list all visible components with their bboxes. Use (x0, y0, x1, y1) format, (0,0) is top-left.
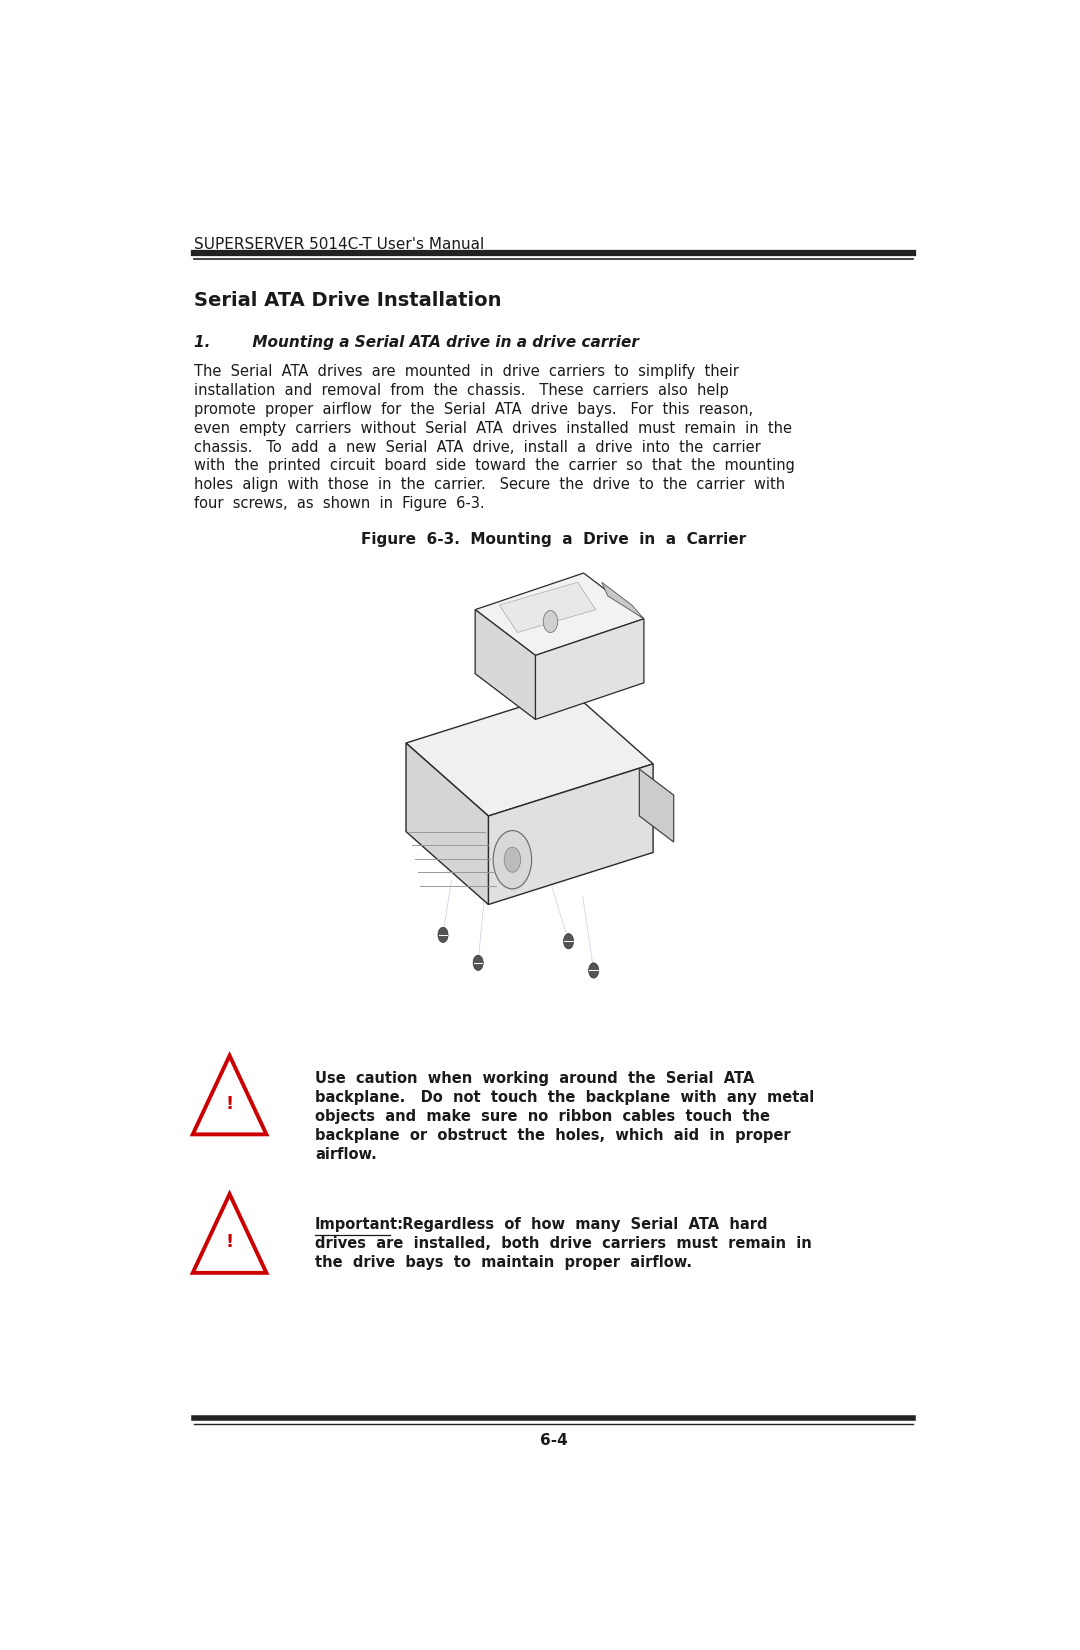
Text: installation  and  removal  from  the  chassis.   These  carriers  also  help: installation and removal from the chassi… (193, 383, 728, 398)
Text: backplane  or  obstruct  the  holes,  which  aid  in  proper: backplane or obstruct the holes, which a… (315, 1129, 791, 1143)
Circle shape (564, 934, 573, 949)
Text: chassis.   To  add  a  new  Serial  ATA  drive,  install  a  drive  into  the  c: chassis. To add a new Serial ATA drive, … (193, 439, 760, 455)
Circle shape (438, 927, 448, 942)
Polygon shape (536, 619, 644, 719)
Circle shape (473, 955, 483, 970)
Text: four  screws,  as  shown  in  Figure  6-3.: four screws, as shown in Figure 6-3. (193, 497, 484, 512)
Text: Regardless  of  how  many  Serial  ATA  hard: Regardless of how many Serial ATA hard (392, 1218, 768, 1233)
Polygon shape (406, 691, 653, 817)
Text: with  the  printed  circuit  board  side  toward  the  carrier  so  that  the  m: with the printed circuit board side towa… (193, 459, 795, 474)
Polygon shape (475, 609, 536, 719)
Circle shape (494, 830, 531, 889)
Text: objects  and  make  sure  no  ribbon  cables  touch  the: objects and make sure no ribbon cables t… (315, 1109, 770, 1124)
Polygon shape (488, 764, 653, 904)
Text: backplane.   Do  not  touch  the  backplane  with  any  metal: backplane. Do not touch the backplane wi… (315, 1091, 814, 1106)
Text: Use  caution  when  working  around  the  Serial  ATA: Use caution when working around the Seri… (315, 1071, 754, 1086)
Text: the  drive  bays  to  maintain  proper  airflow.: the drive bays to maintain proper airflo… (315, 1256, 692, 1270)
Text: Figure  6-3.  Mounting  a  Drive  in  a  Carrier: Figure 6-3. Mounting a Drive in a Carrie… (361, 533, 746, 548)
Polygon shape (602, 582, 644, 619)
Text: !: ! (226, 1096, 233, 1112)
Circle shape (504, 846, 521, 873)
Polygon shape (499, 582, 596, 632)
Text: even  empty  carriers  without  Serial  ATA  drives  installed  must  remain  in: even empty carriers without Serial ATA d… (193, 421, 792, 436)
Text: !: ! (226, 1233, 233, 1251)
Circle shape (589, 964, 598, 978)
Text: airflow.: airflow. (315, 1147, 377, 1162)
Polygon shape (639, 769, 674, 842)
Text: Serial ATA Drive Installation: Serial ATA Drive Installation (193, 290, 501, 310)
Text: promote  proper  airflow  for  the  Serial  ATA  drive  bays.   For  this  reaso: promote proper airflow for the Serial AT… (193, 403, 753, 417)
Text: 6-4: 6-4 (540, 1432, 567, 1449)
Circle shape (543, 610, 557, 632)
Text: The  Serial  ATA  drives  are  mounted  in  drive  carriers  to  simplify  their: The Serial ATA drives are mounted in dri… (193, 365, 739, 380)
Polygon shape (475, 573, 644, 655)
Polygon shape (406, 742, 488, 904)
Text: holes  align  with  those  in  the  carrier.   Secure  the  drive  to  the  carr: holes align with those in the carrier. S… (193, 477, 785, 492)
Text: SUPERSERVER 5014C-T User's Manual: SUPERSERVER 5014C-T User's Manual (193, 238, 484, 252)
Text: 1.        Mounting a Serial ATA drive in a drive carrier: 1. Mounting a Serial ATA drive in a driv… (193, 335, 638, 350)
Text: Important:: Important: (315, 1218, 404, 1233)
Text: drives  are  installed,  both  drive  carriers  must  remain  in: drives are installed, both drive carrier… (315, 1236, 812, 1251)
